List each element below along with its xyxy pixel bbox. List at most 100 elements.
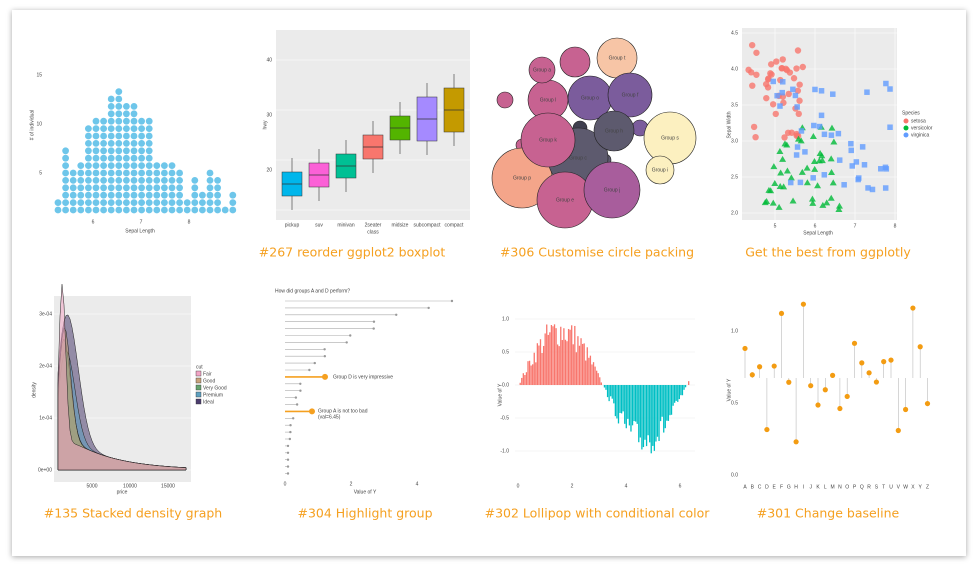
- bar: [605, 385, 607, 390]
- dot: [62, 199, 69, 207]
- bar: [674, 385, 676, 403]
- label: B: [751, 484, 755, 490]
- label: 0.5: [731, 400, 738, 406]
- dot: [100, 184, 107, 192]
- label: 7: [854, 223, 857, 229]
- dot: [145, 199, 153, 207]
- bar: [616, 385, 618, 419]
- caption-link[interactable]: #304 Highlight group: [297, 506, 432, 521]
- dot: [92, 147, 100, 155]
- point: [789, 197, 797, 204]
- lollipop-dot: [294, 396, 298, 399]
- bar: [603, 385, 606, 388]
- bar: [569, 329, 571, 385]
- lollipop-dot: [372, 320, 376, 323]
- point: [750, 123, 758, 131]
- dot: [176, 184, 184, 192]
- label: 2: [350, 481, 353, 487]
- bar: [547, 334, 549, 385]
- thumbnail[interactable]: 2.0 2.5 3.0 3.5 4.0 4.5 5 6 7 8 Sepal Width Sepal L…: [725, 28, 955, 243]
- label: 3.0: [731, 138, 738, 144]
- dot: [130, 117, 138, 125]
- point: [818, 88, 825, 94]
- caption-link[interactable]: #135 Stacked density graph: [44, 506, 222, 521]
- bar: [519, 382, 521, 385]
- point: [811, 122, 817, 129]
- dot: [161, 184, 168, 192]
- bar: [635, 385, 637, 422]
- point: [878, 166, 884, 172]
- dot: [77, 199, 85, 207]
- bar: [627, 385, 629, 419]
- point: [770, 78, 776, 85]
- bar: [608, 385, 610, 402]
- point: [763, 198, 771, 205]
- label: price: [117, 489, 128, 495]
- dot: [130, 169, 138, 177]
- caption-link[interactable]: #301 Change baseline: [757, 506, 900, 521]
- thumbnail[interactable]: A B C D E F G H I J K L M N O P Q R S T U V W X Y Z 1.0 0.5 0.0 Value…: [725, 284, 955, 499]
- lollipop-dot: [815, 402, 821, 408]
- caption-link[interactable]: Get the best from ggplotly: [745, 245, 911, 260]
- dot: [130, 110, 138, 118]
- point: [795, 110, 802, 118]
- point: [783, 141, 791, 148]
- thumbnail[interactable]: 0e+00 1e-04 2e-04 3e-04 5000 10000 15000 densit…: [28, 284, 248, 498]
- caption-link[interactable]: #267 reorder ggplot2 boxplot: [259, 245, 446, 260]
- bar: [649, 385, 651, 443]
- dot: [145, 125, 153, 132]
- label: 3e-04: [39, 311, 52, 317]
- thumbnail[interactable]: pickup suv minivan 2seater midsize subcompact…: [262, 28, 472, 243]
- dot: [145, 154, 153, 162]
- dot: [85, 191, 92, 199]
- caption-link[interactable]: #302 Lollipop with conditional color: [485, 506, 711, 521]
- bar: [681, 385, 684, 396]
- bar: [625, 385, 627, 429]
- point: [795, 135, 803, 142]
- label: 6: [814, 223, 817, 229]
- bar: [659, 385, 662, 422]
- thumbnail[interactable]: Group p Group c Group o Group l Group k Group…: [491, 28, 705, 243]
- label: minivan: [337, 222, 354, 228]
- point: [849, 163, 856, 169]
- lollipop-dot: [349, 334, 352, 337]
- density-area: [57, 284, 187, 471]
- bar: [664, 385, 666, 429]
- thumbnail[interactable]: How did groups A and D perform? Group D i…: [262, 284, 472, 499]
- dot: [69, 177, 77, 184]
- bar: [525, 372, 528, 385]
- dot: [176, 199, 184, 207]
- legend-key: [195, 377, 202, 384]
- label: Sepal Length: [803, 230, 833, 236]
- dot: [138, 140, 146, 147]
- bar: [539, 339, 542, 385]
- dot: [115, 132, 123, 140]
- label: (val=6.45): [318, 414, 341, 420]
- dot: [138, 132, 146, 140]
- dot: [85, 206, 92, 214]
- point: [835, 202, 843, 209]
- dot: [138, 125, 146, 132]
- caption-link[interactable]: #306 Customise circle packing: [500, 245, 694, 260]
- dot: [138, 147, 146, 155]
- point: [779, 155, 787, 162]
- bar: [638, 385, 640, 443]
- bubble: [607, 72, 653, 118]
- thumbnail[interactable]: 5 10 15 6 7 8 # of individual Sepal Length: [28, 28, 248, 243]
- label: 3.5: [731, 102, 738, 108]
- point: [856, 175, 862, 181]
- lollipop-dot: [288, 437, 292, 441]
- point: [841, 182, 847, 188]
- dot: [168, 191, 176, 199]
- label: 0: [284, 481, 287, 487]
- bar: [656, 385, 659, 437]
- bar: [536, 343, 539, 385]
- bubble: [496, 91, 514, 109]
- bar: [577, 336, 579, 385]
- dot: [130, 132, 138, 140]
- dot: [85, 140, 92, 147]
- dot: [92, 206, 100, 214]
- thumbnail[interactable]: 1.0 0.5 0.0 -0.5 -1.0 0 2 4 6 Value of Y: [495, 284, 705, 499]
- dot: [168, 177, 176, 184]
- point: [818, 112, 825, 119]
